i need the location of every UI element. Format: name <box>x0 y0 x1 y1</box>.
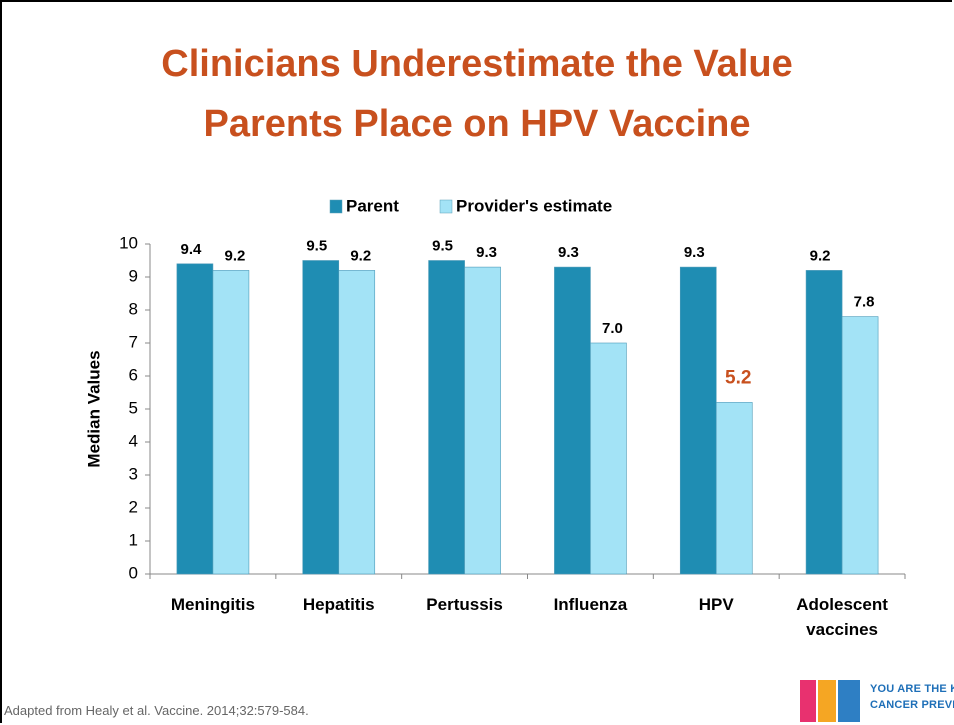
bar <box>302 260 340 575</box>
value-label: 9.2 <box>810 247 831 264</box>
y-tick-label: 3 <box>129 464 138 483</box>
y-tick-label: 5 <box>129 398 138 417</box>
x-tick-label: Meningitis <box>170 595 255 614</box>
y-axis-label: Median Values <box>84 350 103 467</box>
value-label: 5.2 <box>725 367 751 388</box>
bar <box>176 263 214 575</box>
bar <box>841 316 879 575</box>
bar <box>338 270 376 575</box>
x-tick-label: Hepatitis <box>302 595 375 614</box>
bar <box>212 270 250 575</box>
legend-label: Parent <box>346 196 399 215</box>
value-label: 9.4 <box>180 241 202 258</box>
value-label: 9.3 <box>684 244 705 261</box>
y-tick-label: 7 <box>129 332 138 351</box>
bar <box>805 270 843 575</box>
x-tick-label: Adolescent vaccines <box>796 595 888 639</box>
value-label: 9.5 <box>306 237 327 254</box>
y-tick-label: 4 <box>129 431 138 450</box>
y-tick-label: 9 <box>129 266 138 285</box>
value-label: 9.3 <box>558 244 579 261</box>
value-label: 9.3 <box>476 244 497 261</box>
value-label: 9.2 <box>224 247 245 264</box>
value-label: 9.2 <box>350 247 371 264</box>
x-tick-label: HPV <box>698 595 734 614</box>
value-label: 7.8 <box>854 294 875 311</box>
legend-label: Provider's estimate <box>456 196 612 215</box>
bar <box>590 342 627 575</box>
legend-swatch <box>329 199 343 214</box>
value-label: 9.5 <box>432 237 453 254</box>
logo-icon <box>800 680 860 722</box>
value-label: 7.0 <box>602 320 623 337</box>
x-tick-label: Influenza <box>553 595 628 614</box>
y-tick-label: 8 <box>129 299 138 318</box>
bar <box>464 266 501 575</box>
bar <box>715 402 753 575</box>
legend-swatch <box>439 199 453 214</box>
y-tick-label: 6 <box>129 365 138 384</box>
bar <box>428 260 465 575</box>
footnote: Adapted from Healy et al. Vaccine. 2014;… <box>4 703 309 718</box>
bar <box>679 266 717 575</box>
y-tick-label: 2 <box>129 497 138 516</box>
y-tick-label: 10 <box>119 233 138 252</box>
logo-text: CANCER PREVENTION <box>870 699 954 711</box>
chart-title: Clinicians Underestimate the Value Paren… <box>161 43 793 145</box>
x-tick-label: Pertussis <box>426 595 503 614</box>
y-tick-label: 0 <box>129 563 138 582</box>
y-tick-label: 1 <box>129 530 138 549</box>
bar <box>554 266 591 575</box>
logo-text: YOU ARE THE KEY TO <box>870 683 954 695</box>
